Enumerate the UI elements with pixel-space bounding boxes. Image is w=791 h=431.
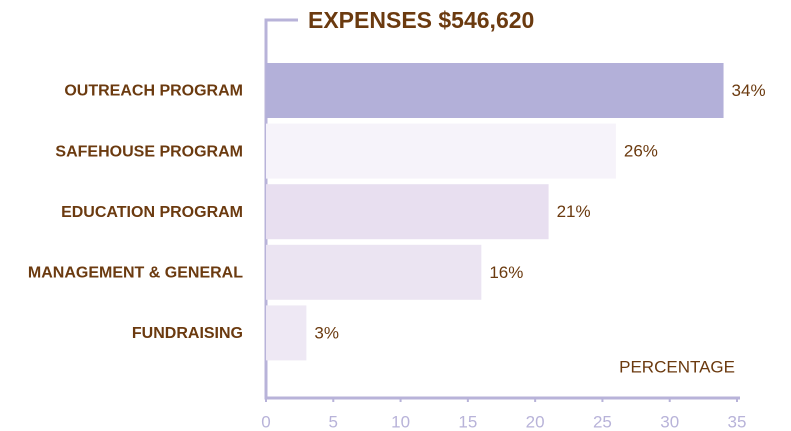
x-tick-label: 35 (728, 412, 747, 431)
x-tick-label: 15 (458, 412, 477, 431)
x-tick-label: 10 (391, 412, 410, 431)
x-tick-label: 25 (593, 412, 612, 431)
x-axis-label: PERCENTAGE (619, 357, 735, 376)
x-tick-label: 5 (329, 412, 338, 431)
bar (266, 123, 616, 179)
value-label: 34% (732, 81, 766, 100)
category-label: FUNDRAISING (132, 325, 243, 342)
x-tick-label: 30 (660, 412, 679, 431)
category-label: SAFEHOUSE PROGRAM (55, 143, 243, 160)
bar (266, 184, 549, 240)
value-label: 16% (489, 263, 523, 282)
x-tick-label: 20 (526, 412, 545, 431)
value-label: 26% (624, 142, 658, 161)
bar (266, 305, 307, 361)
category-label: EDUCATION PROGRAM (61, 204, 243, 221)
value-label: 21% (557, 202, 591, 221)
bar (266, 244, 482, 300)
x-tick-label: 0 (261, 412, 270, 431)
value-label: 3% (314, 323, 339, 342)
category-label: MANAGEMENT & GENERAL (28, 265, 243, 282)
category-label: OUTREACH PROGRAM (64, 83, 243, 100)
bar (266, 63, 724, 118)
chart-title: EXPENSES $546,620 (308, 7, 534, 33)
